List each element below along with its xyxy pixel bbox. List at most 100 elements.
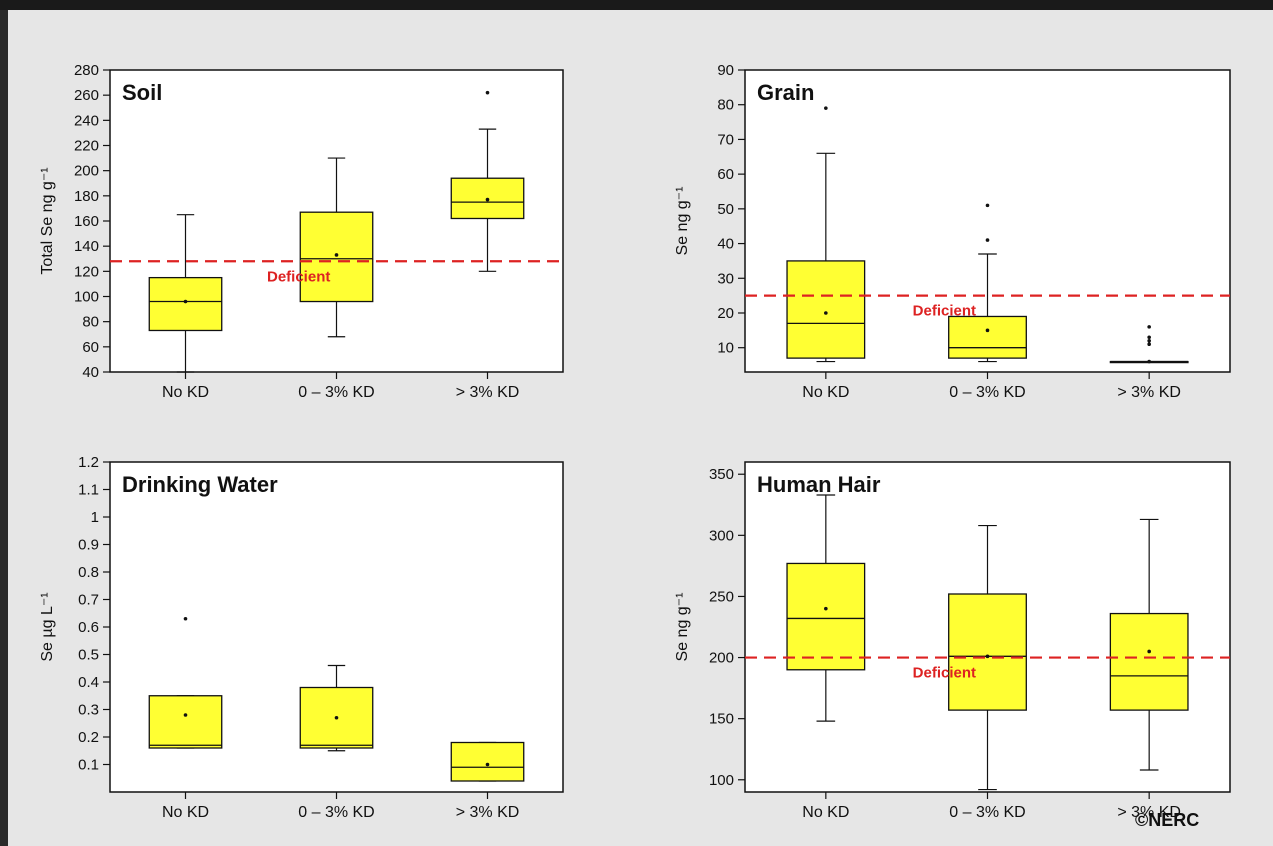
y-tick-label: 80 (82, 314, 99, 331)
box-iqr (148, 695, 223, 749)
panel-title: Soil (122, 80, 162, 105)
y-tick-label: 0.2 (78, 729, 99, 746)
box-1 (786, 494, 866, 722)
box-iqr (948, 593, 1027, 711)
box-2 (299, 664, 374, 752)
x-tick-label: > 3% KD (1117, 384, 1181, 401)
y-tick-label: 180 (74, 188, 99, 205)
outlier-point (1147, 342, 1151, 347)
outlier-point (1147, 325, 1151, 329)
mean-dot (183, 713, 188, 717)
box-2 (299, 157, 374, 338)
scan-border-top (0, 0, 1273, 10)
y-tick-label: 70 (717, 131, 734, 148)
y-tick-label: 60 (717, 166, 734, 183)
box-iqr (786, 562, 866, 671)
y-tick-label: 0.3 (78, 702, 99, 719)
scan-border-left (0, 0, 8, 846)
mean-dot (985, 328, 990, 333)
y-tick-label: 0.8 (78, 564, 99, 581)
deficient-label: Deficient (913, 303, 976, 320)
box-3 (1109, 518, 1189, 771)
mean-dot (1147, 359, 1151, 364)
mean-dot (183, 299, 188, 304)
y-tick-label: 0.4 (78, 674, 99, 691)
y-tick-label: 0.5 (78, 647, 99, 664)
y-axis-label: Se ng g⁻¹ (674, 187, 691, 256)
y-tick-label: 140 (74, 238, 99, 255)
y-tick-label: 1.1 (78, 482, 99, 499)
y-tick-label: 50 (717, 201, 734, 218)
box-3 (1109, 325, 1189, 364)
y-tick-label: 0.1 (78, 757, 99, 774)
copyright-credit: ©NERC (1135, 810, 1200, 830)
mean-dot (485, 197, 490, 202)
y-tick-label: 250 (709, 588, 734, 605)
box-iqr (450, 741, 525, 782)
x-tick-label: 0 – 3% KD (949, 804, 1025, 821)
mean-dot (334, 715, 339, 720)
outlier-point (183, 616, 188, 621)
y-tick-label: 60 (82, 339, 99, 356)
y-tick-label: 90 (717, 62, 734, 79)
y-tick-label: 40 (717, 236, 734, 253)
outlier-point (1147, 338, 1151, 343)
x-tick-label: 0 – 3% KD (298, 804, 374, 821)
y-tick-label: 260 (74, 87, 99, 104)
y-tick-label: 200 (74, 163, 99, 180)
box-iqr (299, 211, 374, 303)
y-tick-label: 200 (709, 650, 734, 667)
x-tick-label: 0 – 3% KD (949, 384, 1025, 401)
mean-dot (1147, 649, 1151, 654)
box-1 (148, 616, 223, 749)
y-axis-label: Se ng g⁻¹ (674, 593, 691, 662)
y-tick-label: 100 (709, 772, 734, 789)
x-tick-label: No KD (802, 384, 849, 401)
box-iqr (1109, 612, 1189, 711)
box-1 (148, 214, 223, 373)
panel-title: Drinking Water (122, 472, 278, 497)
panel-title: Human Hair (757, 472, 881, 497)
x-tick-label: No KD (802, 804, 849, 821)
box-2 (948, 203, 1027, 363)
panel-grain: Grain 10 20 30 40 50 60 70 80 90 Se ng g⁻¹ No KD 0 –… (674, 62, 1231, 401)
panel-title: Grain (757, 80, 814, 105)
y-tick-label: 30 (717, 270, 734, 287)
box-iqr (948, 315, 1027, 359)
y-tick-label: 20 (717, 305, 734, 322)
panel-drinking-water: Drinking Water 0.1 0.2 0.3 0.4 0.5 0.6 0.7 0.8 0.… (39, 454, 564, 821)
deficient-label: Deficient (267, 268, 330, 285)
y-tick-label: 300 (709, 527, 734, 544)
outlier-point (1147, 335, 1151, 340)
box-1 (786, 106, 866, 363)
x-tick-label: No KD (162, 804, 209, 821)
y-tick-label: 10 (717, 340, 734, 357)
mean-dot (824, 606, 828, 611)
outlier-point (985, 238, 990, 242)
x-tick-label: No KD (162, 384, 209, 401)
panel-human-hair: Human Hair 100 150 200 250 300 350 Se ng g⁻¹ No … (674, 461, 1231, 821)
mean-dot (334, 253, 339, 257)
y-tick-label: 280 (74, 62, 99, 79)
y-tick-label: 100 (74, 289, 99, 306)
mean-dot (985, 654, 990, 659)
y-tick-label: 120 (74, 263, 99, 280)
mean-dot (485, 762, 490, 767)
x-tick-label: > 3% KD (456, 384, 520, 401)
y-tick-label: 220 (74, 138, 99, 155)
y-tick-label: 150 (709, 711, 734, 728)
y-axis-label: Se µg L⁻¹ (39, 592, 56, 661)
y-tick-label: 0.6 (78, 619, 99, 636)
y-tick-label: 40 (82, 364, 99, 381)
x-tick-label: 0 – 3% KD (298, 384, 374, 401)
y-tick-label: 1 (91, 509, 99, 526)
outlier-point (824, 106, 828, 110)
box-3 (450, 90, 525, 272)
y-tick-label: 0.9 (78, 537, 99, 554)
box-iqr (786, 260, 866, 359)
y-tick-label: 240 (74, 112, 99, 129)
y-tick-label: 80 (717, 97, 734, 114)
box-3 (450, 741, 525, 782)
outlier-point (485, 90, 490, 95)
